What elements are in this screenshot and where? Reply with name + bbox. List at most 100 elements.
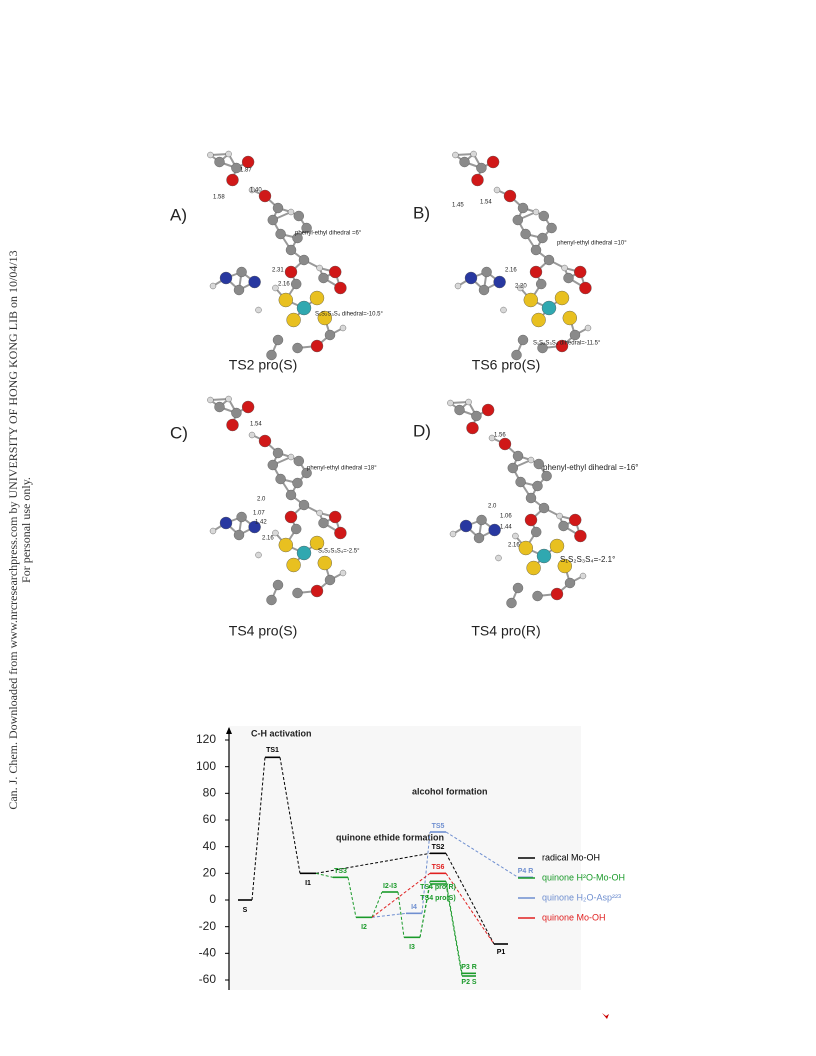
atom bbox=[449, 530, 457, 538]
panel-a: A) TS2 pro(S) 1.87 1.58 1.40 phenyl-ethy… bbox=[170, 168, 383, 373]
atom bbox=[292, 477, 303, 489]
atom bbox=[310, 584, 324, 598]
caption: TS2 pro(S) bbox=[229, 357, 297, 373]
atom bbox=[207, 396, 214, 404]
atom bbox=[286, 557, 301, 573]
measure: S₁S₂S₃S₄ dihedral=-10.5° bbox=[315, 312, 383, 318]
atom bbox=[219, 271, 233, 285]
atom bbox=[459, 156, 470, 168]
atom bbox=[511, 349, 522, 361]
atom bbox=[531, 312, 546, 328]
atom bbox=[493, 275, 506, 289]
atom bbox=[569, 513, 582, 527]
connector bbox=[371, 872, 431, 918]
atom bbox=[527, 456, 535, 464]
atom bbox=[488, 434, 496, 442]
level-label: P2 S bbox=[461, 979, 477, 986]
connector bbox=[419, 883, 431, 938]
atom bbox=[503, 189, 517, 203]
measure: 2.0 bbox=[257, 497, 266, 503]
atom bbox=[292, 342, 303, 354]
atom bbox=[248, 186, 256, 194]
atom bbox=[226, 173, 239, 187]
atom bbox=[301, 222, 312, 234]
atom bbox=[543, 254, 555, 266]
measure: S₁S₂S₃S₄=-2.5° bbox=[318, 549, 360, 555]
atom bbox=[339, 324, 347, 332]
atom bbox=[518, 540, 533, 556]
measure: 2.16 bbox=[278, 282, 290, 288]
atom bbox=[493, 186, 501, 194]
atom bbox=[209, 527, 217, 535]
level-label: S bbox=[243, 907, 248, 914]
annotation: C-H activation bbox=[251, 728, 312, 738]
measure: 1.40 bbox=[250, 188, 262, 194]
atom bbox=[285, 244, 297, 256]
atom bbox=[546, 222, 557, 234]
measure: 1.54 bbox=[480, 200, 492, 206]
atom bbox=[536, 548, 552, 564]
level-label: TS6 bbox=[432, 864, 445, 871]
connector bbox=[445, 831, 519, 878]
y-tick-label: -40 bbox=[199, 946, 217, 960]
measure: 1.58 bbox=[213, 195, 225, 201]
atom bbox=[231, 162, 242, 174]
legend-label: radical Mo-OH bbox=[542, 852, 600, 862]
atom bbox=[529, 265, 543, 279]
atom bbox=[471, 410, 482, 422]
atom bbox=[231, 407, 242, 419]
atom bbox=[558, 520, 569, 532]
measure: 1.07 bbox=[253, 511, 265, 517]
annotation: quinone ethide formation bbox=[336, 832, 444, 842]
atom bbox=[318, 272, 329, 284]
atom bbox=[316, 509, 323, 517]
atom bbox=[574, 529, 587, 543]
atom bbox=[310, 339, 324, 353]
atom bbox=[241, 400, 255, 414]
atom bbox=[267, 214, 278, 226]
atom bbox=[524, 513, 538, 527]
panel-letter: B) bbox=[413, 203, 430, 222]
connector bbox=[445, 873, 495, 945]
atom bbox=[512, 582, 524, 594]
measure: phenyl-ethyl dihedral =-16° bbox=[543, 463, 638, 472]
measure: 2.16 bbox=[505, 268, 517, 274]
atom bbox=[334, 526, 347, 540]
atom bbox=[236, 266, 247, 278]
level-label: I1 bbox=[305, 880, 311, 887]
atom bbox=[506, 597, 517, 609]
atom bbox=[555, 339, 569, 353]
atom bbox=[339, 569, 347, 577]
atom bbox=[569, 329, 581, 341]
y-tick-label: 100 bbox=[196, 759, 216, 773]
atom bbox=[481, 266, 492, 278]
atom bbox=[248, 520, 261, 534]
legend-label: quinone H₂O-Asp²²³ bbox=[542, 892, 621, 902]
atom bbox=[248, 275, 261, 289]
caption: TS6 pro(S) bbox=[472, 357, 540, 373]
connector bbox=[347, 877, 357, 918]
atom bbox=[296, 545, 312, 561]
atom bbox=[207, 151, 214, 159]
level-label: TS4 pro(R) bbox=[420, 884, 456, 891]
atom bbox=[495, 554, 502, 562]
atom bbox=[517, 334, 529, 346]
panel-letter: C) bbox=[170, 423, 188, 442]
atom bbox=[309, 290, 325, 306]
atom bbox=[549, 538, 565, 554]
atom bbox=[562, 310, 577, 326]
panel-b: B) TS6 pro(S) 1.45 1.54 phenyl-ethyl dih… bbox=[413, 200, 627, 373]
level-label: P1 bbox=[497, 949, 506, 956]
atom bbox=[267, 459, 278, 471]
atom bbox=[533, 458, 544, 470]
connector bbox=[371, 912, 407, 918]
measure: 2.31 bbox=[272, 268, 284, 274]
watermark: Can. J. Chem. Downloaded from www.nrcres… bbox=[6, 250, 33, 809]
atom bbox=[507, 462, 518, 474]
atom bbox=[272, 202, 284, 214]
measure: 1.06 bbox=[500, 514, 512, 520]
panel-d: D) TS4 pro(R) 1.56 phenyl-ethyl dihedral… bbox=[413, 421, 638, 638]
level-label: I2 bbox=[361, 924, 367, 931]
axis-arrow bbox=[226, 727, 232, 734]
atom bbox=[226, 418, 239, 432]
